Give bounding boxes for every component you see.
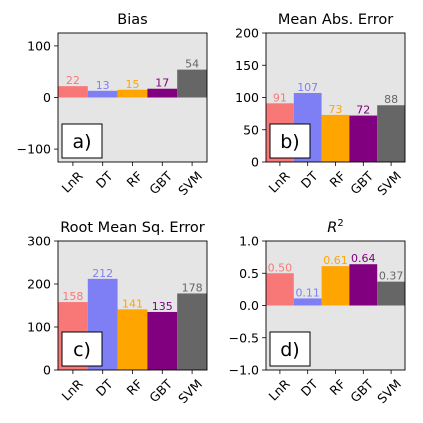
x-tick-label-svm: SVM — [175, 168, 205, 198]
data-label-dt: 212 — [92, 267, 113, 280]
y-tick-label: −1.0 — [229, 363, 259, 378]
y-tick-label: −0.5 — [229, 330, 259, 345]
x-tick-label-lnr: LnR — [59, 376, 86, 403]
bar-gbt — [147, 88, 178, 98]
x-tick-label-lnr: LnR — [59, 168, 86, 195]
bar-gbt — [349, 115, 378, 162]
y-tick-label: 0 — [43, 90, 51, 105]
chart-title: Mean Abs. Error — [278, 12, 393, 28]
bar-rf — [117, 89, 148, 98]
x-tick-label-gbt: GBT — [347, 376, 376, 405]
data-label-rf: 0.61 — [323, 254, 348, 267]
bar-svm — [377, 105, 405, 162]
panel-1: Bias 22 13 15 17 54 −100 0 100 LnR DT RF GBT SVM a) — [17, 12, 208, 198]
chart-title: R2 — [327, 218, 343, 236]
data-label-svm: 54 — [185, 58, 199, 71]
y-tick-label: 200 — [27, 277, 51, 292]
data-label-gbt: 135 — [152, 300, 173, 313]
data-label-rf: 73 — [329, 103, 343, 116]
plot-frame — [265, 32, 406, 163]
y-tick-label: 300 — [27, 234, 51, 249]
x-tick-label-gbt: GBT — [146, 168, 175, 197]
y-tick-label: 1.0 — [239, 234, 259, 249]
y-tick-label: 0.5 — [239, 266, 259, 281]
y-tick-label: 0 — [43, 363, 51, 378]
data-label-svm: 0.37 — [379, 270, 404, 283]
bar-svm — [177, 293, 207, 370]
panel-label: c) — [73, 339, 91, 361]
data-label-dt: 107 — [297, 81, 318, 94]
x-tick-label-lnr: LnR — [266, 376, 293, 403]
y-tick-label: 200 — [235, 26, 259, 41]
bar-rf — [321, 114, 350, 162]
y-tick-label: 100 — [27, 320, 51, 335]
bar-dt — [87, 90, 118, 98]
x-tick-label-dt: DT — [298, 376, 321, 399]
panel-label: b) — [280, 131, 299, 153]
panel-3: Root Mean Sq. Error 158 212 141 135 178 0 100 20… — [27, 220, 208, 406]
bar-svm — [377, 281, 405, 306]
data-label-lnr: 158 — [62, 290, 83, 303]
x-tick-label-dt: DT — [93, 168, 116, 191]
plot-frame — [57, 32, 208, 163]
y-tick-label: 100 — [27, 38, 51, 53]
panel-4: R2 0.500.11 0.61 0.640.37 −1.0 −0.5 0.0 0.5 1.0 L… — [229, 218, 406, 406]
y-tick-label: 0.0 — [239, 298, 259, 313]
x-tick-label-svm: SVM — [374, 376, 404, 406]
chart-title: Bias — [117, 12, 147, 28]
data-label-rf: 15 — [126, 78, 140, 91]
bar-dt — [293, 298, 322, 306]
x-tick-label-rf: RF — [124, 376, 146, 398]
panel-label-box — [61, 123, 103, 159]
x-tick-label-gbt: GBT — [146, 376, 175, 405]
data-label-svm: 178 — [182, 281, 203, 294]
panel-label: a) — [72, 131, 91, 153]
plot-frame — [57, 240, 208, 371]
x-tick-label-svm: SVM — [175, 376, 205, 406]
x-tick-label-lnr: LnR — [266, 168, 293, 195]
x-tick-label-rf: RF — [327, 168, 349, 190]
bar-rf — [117, 309, 148, 370]
x-tick-label-dt: DT — [298, 168, 321, 191]
data-label-rf: 141 — [122, 297, 143, 310]
data-label-lnr: 0.50 — [268, 261, 293, 274]
panel-label: d) — [280, 339, 299, 361]
y-tick-label: 100 — [235, 90, 259, 105]
x-tick-label-dt: DT — [93, 376, 116, 399]
x-tick-label-rf: RF — [327, 376, 349, 398]
y-tick-label: 50 — [243, 122, 259, 137]
data-label-lnr: 91 — [273, 91, 287, 104]
y-tick-label: 0 — [251, 155, 259, 170]
data-label-lnr: 22 — [66, 74, 80, 87]
bar-lnr — [266, 273, 294, 306]
data-label-svm: 88 — [384, 93, 398, 106]
panel-label-box — [61, 331, 103, 367]
bar-gbt — [349, 264, 378, 306]
x-tick-label-svm: SVM — [374, 168, 404, 198]
x-tick-label-gbt: GBT — [347, 168, 376, 197]
bar-rf — [321, 266, 350, 306]
data-label-gbt: 0.64 — [351, 252, 376, 265]
panel-2: Mean Abs. Error 91 107 73 72 88 0 50 100 150 200 Ln… — [235, 12, 406, 198]
bar-lnr — [58, 86, 88, 98]
plot-frame — [265, 240, 406, 371]
bar-svm — [177, 69, 207, 98]
panel-label-box — [269, 123, 311, 159]
y-tick-label: −100 — [17, 142, 51, 157]
data-label-dt: 0.11 — [295, 286, 320, 299]
data-label-gbt: 17 — [155, 77, 169, 90]
data-label-dt: 13 — [96, 79, 110, 92]
bar-gbt — [147, 311, 178, 370]
x-tick-label-rf: RF — [124, 168, 146, 190]
panel-label-box — [269, 331, 311, 367]
y-tick-label: 150 — [235, 58, 259, 73]
chart-title: Root Mean Sq. Error — [60, 220, 205, 236]
data-label-gbt: 72 — [356, 104, 370, 117]
